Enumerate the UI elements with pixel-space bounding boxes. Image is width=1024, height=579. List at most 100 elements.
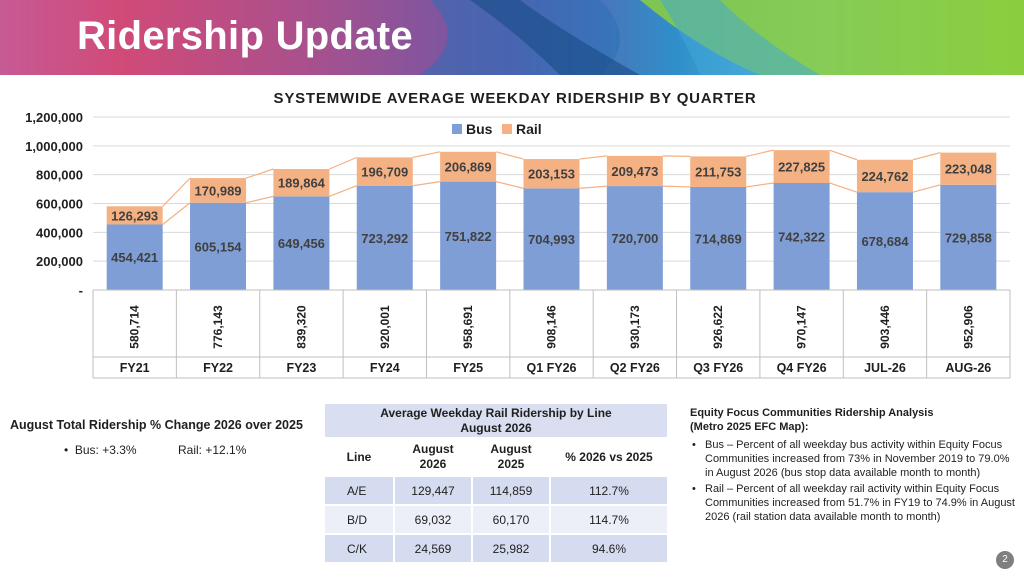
y-tick-label: - — [79, 283, 83, 298]
legend-bus-swatch — [452, 124, 462, 134]
header-banner: Ridership Update — [0, 0, 1024, 75]
x-category-label: Q1 FY26 — [526, 361, 576, 375]
data-label-rail: 211,753 — [695, 165, 741, 180]
table-cell: B/D — [323, 504, 395, 535]
connector-line — [579, 185, 607, 189]
x-category-label: Q2 FY26 — [610, 361, 660, 375]
table-title: Average Weekday Rail Ridership by Line A… — [323, 402, 669, 439]
data-label-rail: 126,293 — [111, 208, 158, 223]
total-label: 776,143 — [211, 305, 225, 349]
connector-line — [245, 195, 274, 204]
table-cell: 25,982 — [471, 533, 551, 564]
efc-analysis: Equity Focus Communities Ridership Analy… — [690, 406, 1020, 526]
connector-line — [412, 181, 441, 187]
table-title-line2: August 2026 — [460, 420, 532, 435]
bar-bus — [606, 186, 663, 290]
table-row: C/K 24,569 25,982 94.6% — [323, 533, 669, 564]
total-label: 903,446 — [878, 305, 892, 349]
y-tick-label: 600,000 — [36, 197, 83, 212]
bar-bus — [523, 188, 580, 290]
total-label: 930,173 — [628, 305, 642, 349]
connector-line — [829, 149, 858, 161]
chart-title: SYSTEMWIDE AVERAGE WEEKDAY RIDERSHIP BY … — [274, 90, 757, 107]
col-header-aug-2026: August 2026 — [393, 437, 473, 477]
y-tick-label: 1,000,000 — [25, 139, 83, 154]
bar-bus — [106, 224, 163, 290]
connector-line — [746, 149, 774, 157]
data-label-bus: 649,456 — [278, 236, 325, 251]
x-category-label: FY25 — [453, 361, 483, 375]
bar-rail — [440, 151, 497, 182]
data-label-rail: 223,048 — [945, 162, 992, 177]
bar-rail — [690, 156, 747, 187]
data-label-rail: 170,989 — [195, 183, 242, 198]
page-title: Ridership Update — [77, 14, 413, 58]
bar-bus — [940, 184, 997, 290]
bar-bus — [190, 202, 247, 290]
table-cell: 69,032 — [393, 504, 473, 535]
data-label-bus: 714,869 — [695, 231, 742, 246]
data-label-bus: 454,421 — [111, 250, 158, 265]
table-cell: 112.7% — [549, 475, 669, 506]
connector-line — [162, 202, 191, 225]
connector-line — [329, 156, 358, 170]
total-label: 908,146 — [545, 305, 559, 349]
data-label-rail: 227,825 — [778, 160, 825, 175]
data-labels: 454,421 126,293 605,154 170,989 649,456 189,8… — [111, 160, 992, 266]
connector-line — [829, 182, 858, 193]
pct-change-bus-text: Bus: +3.3% — [74, 443, 137, 457]
x-category-label: JUL-26 — [864, 361, 906, 375]
total-label: 839,320 — [294, 305, 308, 349]
table-cell: 114.7% — [549, 504, 669, 535]
ridership-chart: SYSTEMWIDE AVERAGE WEEKDAY RIDERSHIP BY … — [25, 90, 1011, 379]
data-label-rail: 209,473 — [611, 164, 658, 179]
bar-rail — [523, 159, 580, 189]
total-label: 580,714 — [128, 305, 142, 349]
pct-change-bus: • Bus: +3.3% — [64, 443, 137, 457]
table-row: A/E 129,447 114,859 112.7% — [323, 475, 669, 506]
efc-title-line2: (Metro 2025 EFC Map): — [690, 421, 809, 433]
data-label-bus: 723,292 — [361, 231, 408, 246]
data-label-bus: 605,154 — [195, 239, 243, 254]
connector-line — [162, 177, 191, 207]
x-category-label: FY24 — [370, 361, 400, 375]
data-label-bus: 742,322 — [778, 229, 825, 244]
x-category-label: AUG-26 — [945, 361, 991, 375]
data-label-rail: 196,709 — [361, 165, 408, 180]
connector-line — [662, 185, 691, 188]
connector-line — [495, 151, 524, 160]
y-tick-label: 400,000 — [36, 225, 83, 240]
page-number: 2 — [996, 551, 1014, 569]
connector-line — [329, 185, 357, 197]
total-label: 952,906 — [961, 305, 975, 349]
data-label-bus: 704,993 — [528, 232, 575, 247]
data-label-bus: 678,684 — [861, 234, 909, 249]
data-label-bus: 751,822 — [445, 229, 492, 244]
data-label-rail: 224,762 — [861, 169, 908, 184]
bars — [106, 150, 997, 290]
y-tick-label: 800,000 — [36, 168, 83, 183]
x-axis: 580,714 FY21 776,143 FY22 839,320 FY23 920,001… — [92, 289, 1011, 379]
y-axis: - 200,000 400,000 600,000 800,000 1,000,000 1,… — [25, 110, 83, 298]
table-cell: 114,859 — [471, 475, 551, 506]
connector-line — [495, 181, 524, 189]
x-category-label: FY21 — [120, 361, 150, 375]
connector-line — [662, 155, 691, 158]
bar-rail — [940, 152, 997, 185]
connector-line — [912, 184, 941, 193]
connector-line — [412, 151, 441, 158]
series-connectors — [162, 149, 941, 225]
total-label: 926,622 — [711, 305, 725, 349]
data-label-rail: 203,153 — [528, 167, 575, 182]
bar-bus — [440, 181, 497, 290]
connector-line — [579, 155, 607, 160]
bar-rail — [356, 157, 413, 186]
table-cell: 60,170 — [471, 504, 551, 535]
bar-rail — [190, 178, 247, 203]
bar-rail — [773, 150, 830, 183]
legend-rail-swatch — [502, 124, 512, 134]
efc-list: Bus – Percent of all weekday bus activit… — [690, 438, 1020, 524]
connector-line — [746, 182, 774, 188]
total-label: 970,147 — [795, 305, 809, 349]
bar-bus — [690, 186, 747, 290]
